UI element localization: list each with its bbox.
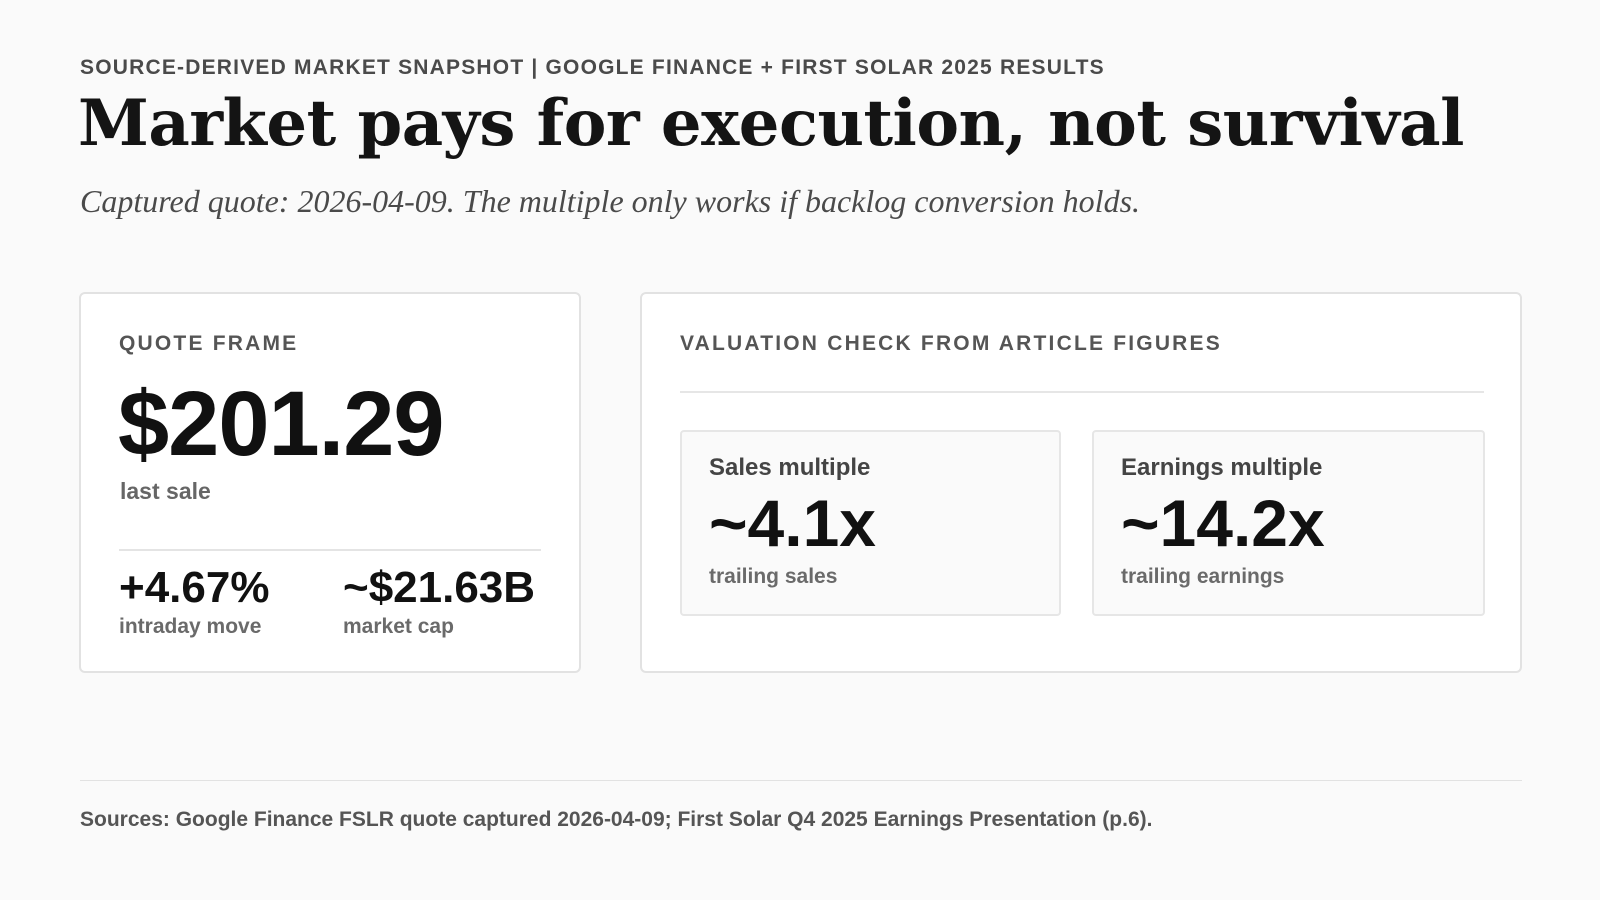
- valuation-divider: [680, 391, 1484, 393]
- market-cap-stat: ~$21.63B market cap: [343, 562, 535, 639]
- valuation-card: VALUATION CHECK FROM ARTICLE FIGURES Sal…: [640, 292, 1522, 673]
- sales-multiple-card: Sales multiple ~4.1x trailing sales: [680, 430, 1061, 616]
- kicker: SOURCE-DERIVED MARKET SNAPSHOT | GOOGLE …: [80, 56, 1105, 79]
- quote-frame-label: QUOTE FRAME: [119, 332, 299, 355]
- market-cap-value: ~$21.63B: [343, 563, 536, 612]
- valuation-label: VALUATION CHECK FROM ARTICLE FIGURES: [680, 332, 1222, 355]
- quote-frame-card: QUOTE FRAME $201.29 last sale +4.67% int…: [79, 292, 581, 673]
- subtitle: Captured quote: 2026-04-09. The multiple…: [80, 183, 1141, 219]
- sources-note: Sources: Google Finance FSLR quote captu…: [80, 808, 1153, 831]
- quote-divider: [119, 549, 541, 551]
- last-sale-caption: last sale: [120, 478, 211, 504]
- page-title: Market pays for execution, not survival: [78, 86, 1464, 161]
- earnings-multiple-title: Earnings multiple: [1121, 454, 1323, 481]
- sales-multiple-title: Sales multiple: [709, 454, 871, 481]
- earnings-multiple-value: ~14.2x: [1121, 486, 1325, 560]
- earnings-multiple-card: Earnings multiple ~14.2x trailing earnin…: [1092, 430, 1485, 616]
- market-cap-caption: market cap: [343, 614, 454, 638]
- intraday-move-value: +4.67%: [119, 563, 270, 612]
- sales-multiple-value: ~4.1x: [709, 486, 876, 560]
- earnings-multiple-caption: trailing earnings: [1121, 565, 1285, 588]
- footer-divider: [80, 780, 1522, 781]
- sales-multiple-caption: trailing sales: [709, 565, 838, 588]
- intraday-move-stat: +4.67% intraday move: [119, 562, 269, 639]
- last-sale-price: $201.29: [118, 373, 445, 475]
- intraday-move-caption: intraday move: [119, 614, 262, 638]
